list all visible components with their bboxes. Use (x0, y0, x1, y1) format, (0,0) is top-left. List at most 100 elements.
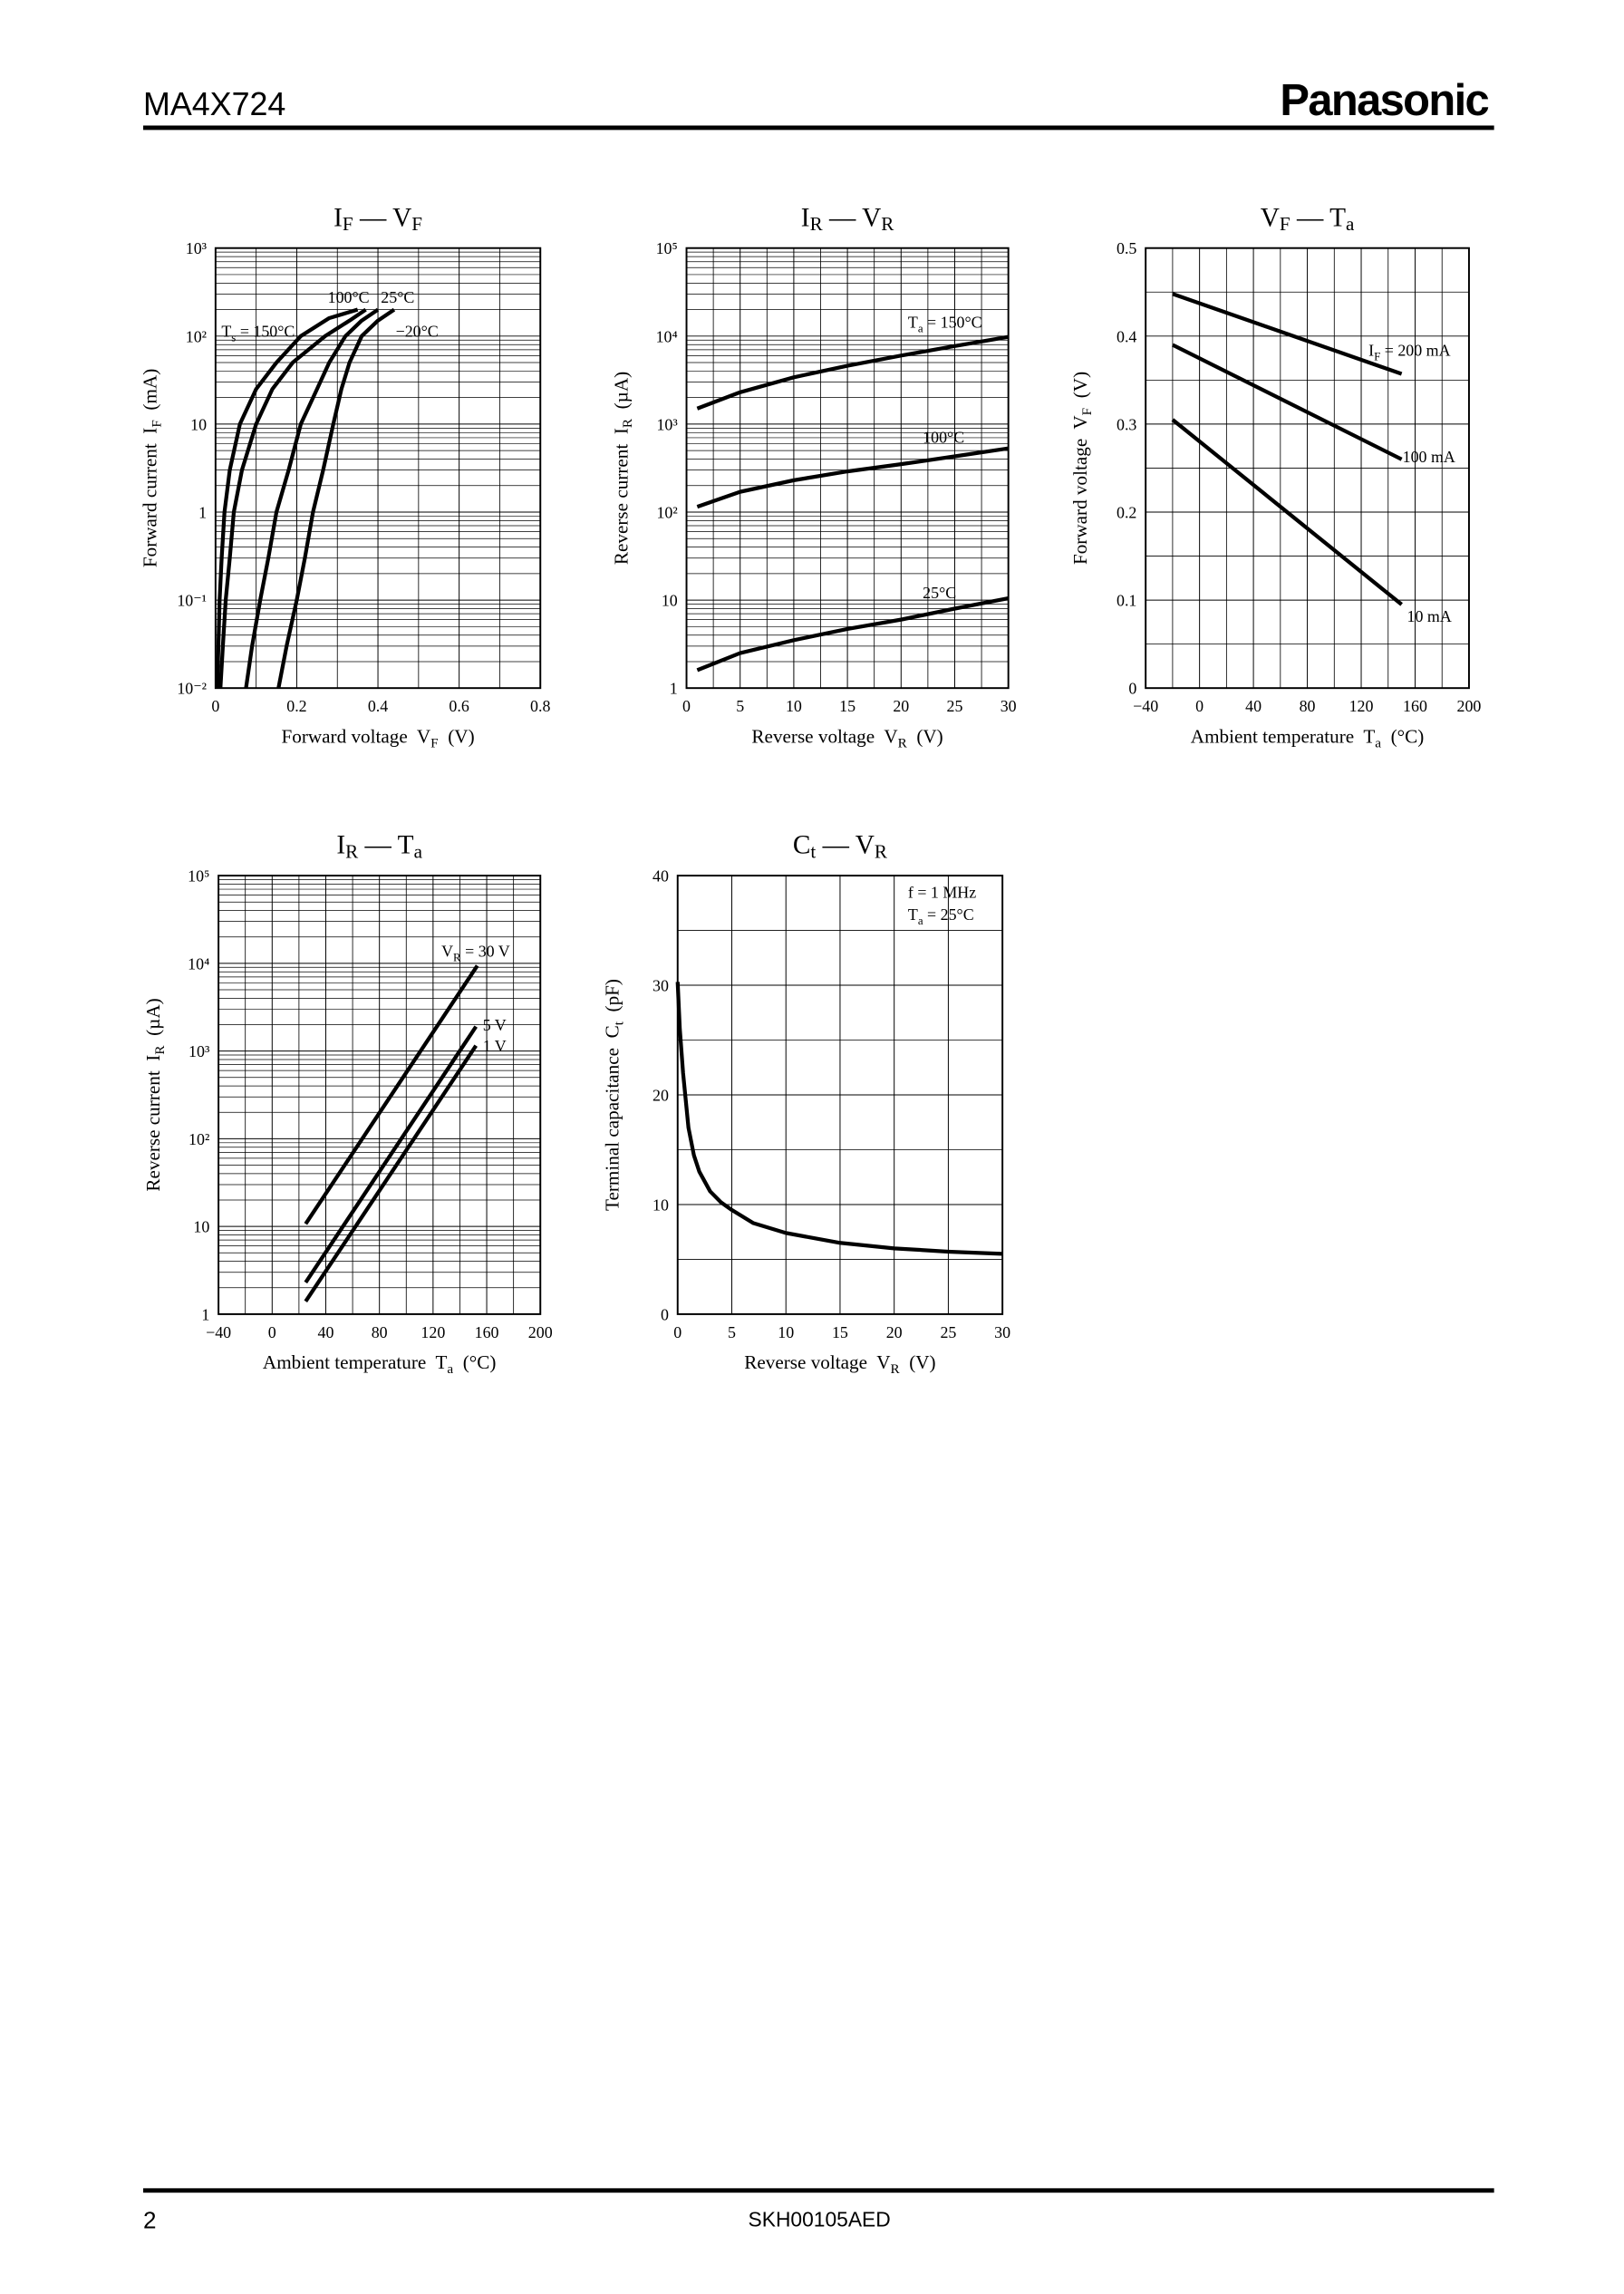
text-run: Terminal capacitance C (602, 1025, 624, 1211)
y-tick-label: 0.4 (1116, 327, 1136, 345)
x-axis-label: Reverse voltage VR (V) (751, 725, 942, 750)
plot-frame (1145, 247, 1470, 690)
x-tick-label: 25 (940, 1323, 956, 1341)
y-tick-label: 10 (193, 1218, 209, 1236)
series-label: 25°C (923, 584, 956, 602)
x-tick-label: 0.4 (368, 697, 388, 715)
text-run: (V) (439, 725, 475, 747)
y-axis-label: Forward voltage VF (V) (1069, 372, 1095, 565)
x-tick-label: 10 (786, 697, 802, 715)
text-run: — V (353, 203, 412, 232)
y-tick-label: 1 (670, 680, 678, 698)
x-tick-label: 40 (318, 1323, 334, 1341)
x-axis-label: Ambient temperature Ta (°C) (1191, 725, 1424, 750)
series-label: VR = 30 V (441, 943, 510, 964)
subscript: F (343, 213, 353, 235)
y-tick-label: 10⁻¹ (177, 592, 207, 610)
y-tick-label: 10⁻² (177, 680, 207, 698)
text-run: I (334, 203, 343, 232)
x-tick-label: 20 (886, 1323, 903, 1341)
text-run: T (221, 322, 231, 340)
y-tick-label: 0 (1128, 680, 1136, 698)
text-run: — T (1290, 203, 1346, 232)
text-run: Forward voltage V (281, 725, 430, 747)
data-line (244, 307, 380, 689)
x-tick-label: 160 (1403, 697, 1427, 715)
text-run: = 30 V (461, 943, 510, 961)
y-tick-label: 1 (201, 1305, 209, 1323)
x-tick-label: −40 (206, 1323, 231, 1341)
subscript: F (1374, 351, 1380, 363)
subscript: a (447, 1361, 453, 1377)
y-tick-label: 0 (661, 1305, 669, 1323)
subscript: a (1375, 735, 1381, 750)
subscript: F (1079, 408, 1095, 415)
text-run: Ambient temperature T (263, 1351, 448, 1373)
x-tick-label: 25 (947, 697, 963, 715)
text-run: (°C) (453, 1351, 496, 1373)
text-run: — V (823, 203, 882, 232)
y-tick-label: 10³ (656, 415, 678, 433)
series-label: 10 mA (1407, 607, 1452, 625)
y-tick-label: 10⁵ (656, 239, 678, 257)
series-label: Ta = 150°C (908, 314, 982, 335)
y-tick-label: 10 (190, 415, 207, 433)
series-label: Ts = 150°C (221, 322, 295, 344)
y-tick-label: 10⁵ (188, 867, 209, 886)
data-line (696, 334, 1010, 411)
x-tick-label: 40 (1245, 697, 1262, 715)
subscript: a (1346, 213, 1355, 235)
series-label: 25°C (381, 288, 414, 306)
annotation: f = 1 MHz (908, 884, 976, 902)
y-tick-label: 10 (662, 592, 678, 610)
x-tick-label: 5 (736, 697, 744, 715)
subscript: t (611, 1021, 626, 1025)
y-tick-label: 10³ (188, 1042, 210, 1060)
y-tick-label: 1 (198, 504, 207, 522)
text-run: I (801, 203, 810, 232)
y-axis-label: Forward current IF (mA) (140, 369, 165, 567)
subscript: R (152, 1045, 168, 1055)
text-run: = 150°C (236, 322, 295, 340)
subscript: R (890, 1361, 900, 1377)
x-tick-label: −40 (1133, 697, 1158, 715)
x-tick-label: 20 (893, 697, 909, 715)
x-tick-label: 80 (372, 1323, 388, 1341)
subscript: t (810, 841, 816, 863)
series-label: 100 mA (1403, 448, 1455, 466)
y-tick-label: 10⁴ (188, 954, 209, 973)
x-axis-label: Ambient temperature Ta (°C) (263, 1351, 496, 1377)
series-label: IF = 200 mA (1368, 342, 1450, 363)
subscript: F (411, 213, 422, 235)
subscript: a (918, 915, 923, 927)
y-tick-label: 10 (652, 1195, 669, 1214)
subscript: a (414, 841, 423, 863)
brand-logo: Panasonic (1280, 76, 1488, 125)
y-tick-label: 0.1 (1116, 592, 1136, 610)
x-tick-label: 0.6 (449, 697, 469, 715)
text-run: Reverse current I (142, 1055, 164, 1192)
x-tick-label: 200 (1457, 697, 1482, 715)
series-label: 100°C (328, 288, 370, 306)
y-tick-label: 10² (656, 504, 677, 522)
data-line (1171, 343, 1403, 461)
x-axis-label: Forward voltage VF (V) (281, 725, 474, 750)
text-run: Reverse voltage V (744, 1351, 891, 1373)
text-run: V (1261, 203, 1280, 232)
text-run: C (793, 831, 811, 860)
data-line (1172, 292, 1403, 376)
subscript: R (453, 952, 461, 964)
x-tick-label: 15 (839, 697, 856, 715)
chart-title: IF — VF (334, 203, 422, 235)
x-tick-label: 0 (1195, 697, 1204, 715)
document-code: SKH00105AED (749, 2208, 891, 2231)
x-tick-label: 15 (832, 1323, 848, 1341)
subscript: R (875, 841, 888, 863)
plot-frame (685, 247, 1010, 690)
x-tick-label: 160 (475, 1323, 499, 1341)
data-line (304, 964, 479, 1225)
y-tick-label: 10⁴ (656, 327, 678, 345)
x-tick-label: 30 (994, 1323, 1010, 1341)
